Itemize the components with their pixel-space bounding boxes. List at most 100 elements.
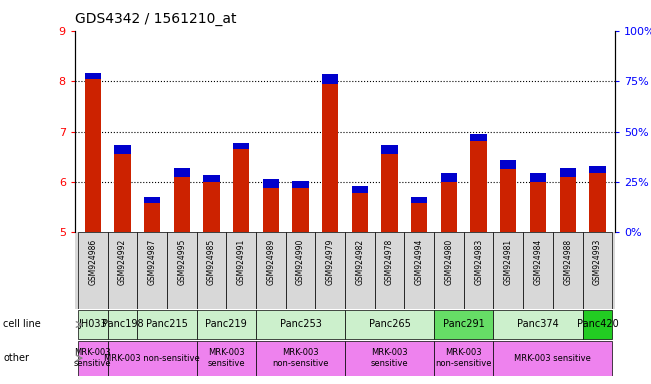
Text: GSM924992: GSM924992 bbox=[118, 238, 127, 285]
Bar bbox=[203, 182, 219, 232]
Text: MRK-003
non-sensitive: MRK-003 non-sensitive bbox=[272, 348, 329, 368]
Bar bbox=[256, 310, 345, 339]
Text: GSM924984: GSM924984 bbox=[534, 238, 542, 285]
Text: MRK-003
sensitive: MRK-003 sensitive bbox=[74, 348, 111, 368]
Bar bbox=[523, 232, 553, 309]
Bar bbox=[352, 187, 368, 193]
Bar bbox=[78, 232, 107, 309]
Bar bbox=[256, 341, 345, 376]
Text: GSM924978: GSM924978 bbox=[385, 238, 394, 285]
Bar bbox=[144, 197, 160, 203]
Bar bbox=[197, 310, 256, 339]
Text: GSM924981: GSM924981 bbox=[504, 238, 513, 285]
Bar bbox=[559, 177, 576, 232]
Bar bbox=[589, 173, 605, 232]
Text: GSM924982: GSM924982 bbox=[355, 238, 365, 285]
Text: GSM924983: GSM924983 bbox=[474, 238, 483, 285]
Bar bbox=[530, 173, 546, 182]
Bar bbox=[345, 232, 375, 309]
Bar bbox=[375, 232, 404, 309]
Bar bbox=[441, 182, 457, 232]
Bar bbox=[174, 177, 190, 232]
Text: Panc374: Panc374 bbox=[517, 319, 559, 329]
Bar bbox=[471, 134, 487, 141]
Bar bbox=[589, 166, 605, 173]
Text: GSM924991: GSM924991 bbox=[236, 238, 245, 285]
Bar bbox=[493, 310, 583, 339]
Bar bbox=[107, 232, 137, 309]
Text: GSM924993: GSM924993 bbox=[593, 238, 602, 285]
Bar bbox=[500, 169, 516, 232]
Bar bbox=[144, 203, 160, 232]
Bar bbox=[381, 145, 398, 154]
Bar bbox=[78, 310, 107, 339]
Bar bbox=[553, 232, 583, 309]
Text: Panc420: Panc420 bbox=[577, 319, 618, 329]
Text: GSM924989: GSM924989 bbox=[266, 238, 275, 285]
Text: GSM924985: GSM924985 bbox=[207, 238, 216, 285]
Text: GSM924988: GSM924988 bbox=[563, 238, 572, 285]
Bar bbox=[286, 232, 315, 309]
Bar bbox=[85, 73, 101, 79]
Bar bbox=[197, 341, 256, 376]
Bar bbox=[85, 79, 101, 232]
Text: GDS4342 / 1561210_at: GDS4342 / 1561210_at bbox=[75, 12, 236, 25]
Text: GSM924980: GSM924980 bbox=[445, 238, 454, 285]
Bar bbox=[233, 142, 249, 149]
Bar bbox=[411, 203, 428, 232]
Bar bbox=[227, 232, 256, 309]
Text: GSM924987: GSM924987 bbox=[148, 238, 156, 285]
Text: MRK-003 sensitive: MRK-003 sensitive bbox=[514, 354, 591, 362]
Text: Panc198: Panc198 bbox=[102, 319, 143, 329]
Bar bbox=[167, 232, 197, 309]
Text: MRK-003
sensitive: MRK-003 sensitive bbox=[208, 348, 245, 368]
Text: Panc219: Panc219 bbox=[206, 319, 247, 329]
Bar bbox=[114, 154, 131, 232]
Bar bbox=[434, 232, 464, 309]
Bar bbox=[233, 149, 249, 232]
Bar bbox=[434, 341, 493, 376]
Bar bbox=[262, 179, 279, 188]
Bar bbox=[583, 310, 612, 339]
Bar bbox=[411, 197, 428, 203]
Bar bbox=[530, 182, 546, 232]
Bar bbox=[107, 310, 137, 339]
Text: JH033: JH033 bbox=[78, 319, 107, 329]
Bar bbox=[381, 154, 398, 232]
Text: GSM924994: GSM924994 bbox=[415, 238, 424, 285]
Bar bbox=[292, 188, 309, 232]
Bar bbox=[559, 168, 576, 177]
Bar bbox=[174, 168, 190, 177]
Bar bbox=[322, 74, 339, 84]
Bar bbox=[441, 173, 457, 182]
Bar bbox=[114, 145, 131, 154]
Bar bbox=[203, 175, 219, 182]
Text: MRK-003
sensitive: MRK-003 sensitive bbox=[371, 348, 408, 368]
Bar bbox=[345, 310, 434, 339]
Bar bbox=[493, 341, 612, 376]
Bar bbox=[583, 232, 612, 309]
Text: GSM924990: GSM924990 bbox=[296, 238, 305, 285]
Text: Panc215: Panc215 bbox=[146, 319, 188, 329]
Bar bbox=[262, 188, 279, 232]
Bar bbox=[464, 232, 493, 309]
Text: other: other bbox=[3, 353, 29, 363]
Bar bbox=[471, 141, 487, 232]
Bar bbox=[493, 232, 523, 309]
Text: MRK-003
non-sensitive: MRK-003 non-sensitive bbox=[436, 348, 492, 368]
Text: GSM924986: GSM924986 bbox=[88, 238, 97, 285]
Bar bbox=[322, 84, 339, 232]
Bar bbox=[352, 193, 368, 232]
Text: Panc291: Panc291 bbox=[443, 319, 484, 329]
Bar bbox=[197, 232, 227, 309]
Bar bbox=[107, 341, 197, 376]
Bar bbox=[137, 232, 167, 309]
Bar bbox=[256, 232, 286, 309]
Text: GSM924995: GSM924995 bbox=[177, 238, 186, 285]
Bar bbox=[315, 232, 345, 309]
Bar bbox=[292, 181, 309, 188]
Bar bbox=[78, 341, 107, 376]
Text: Panc265: Panc265 bbox=[368, 319, 411, 329]
Bar bbox=[434, 310, 493, 339]
Bar bbox=[345, 341, 434, 376]
